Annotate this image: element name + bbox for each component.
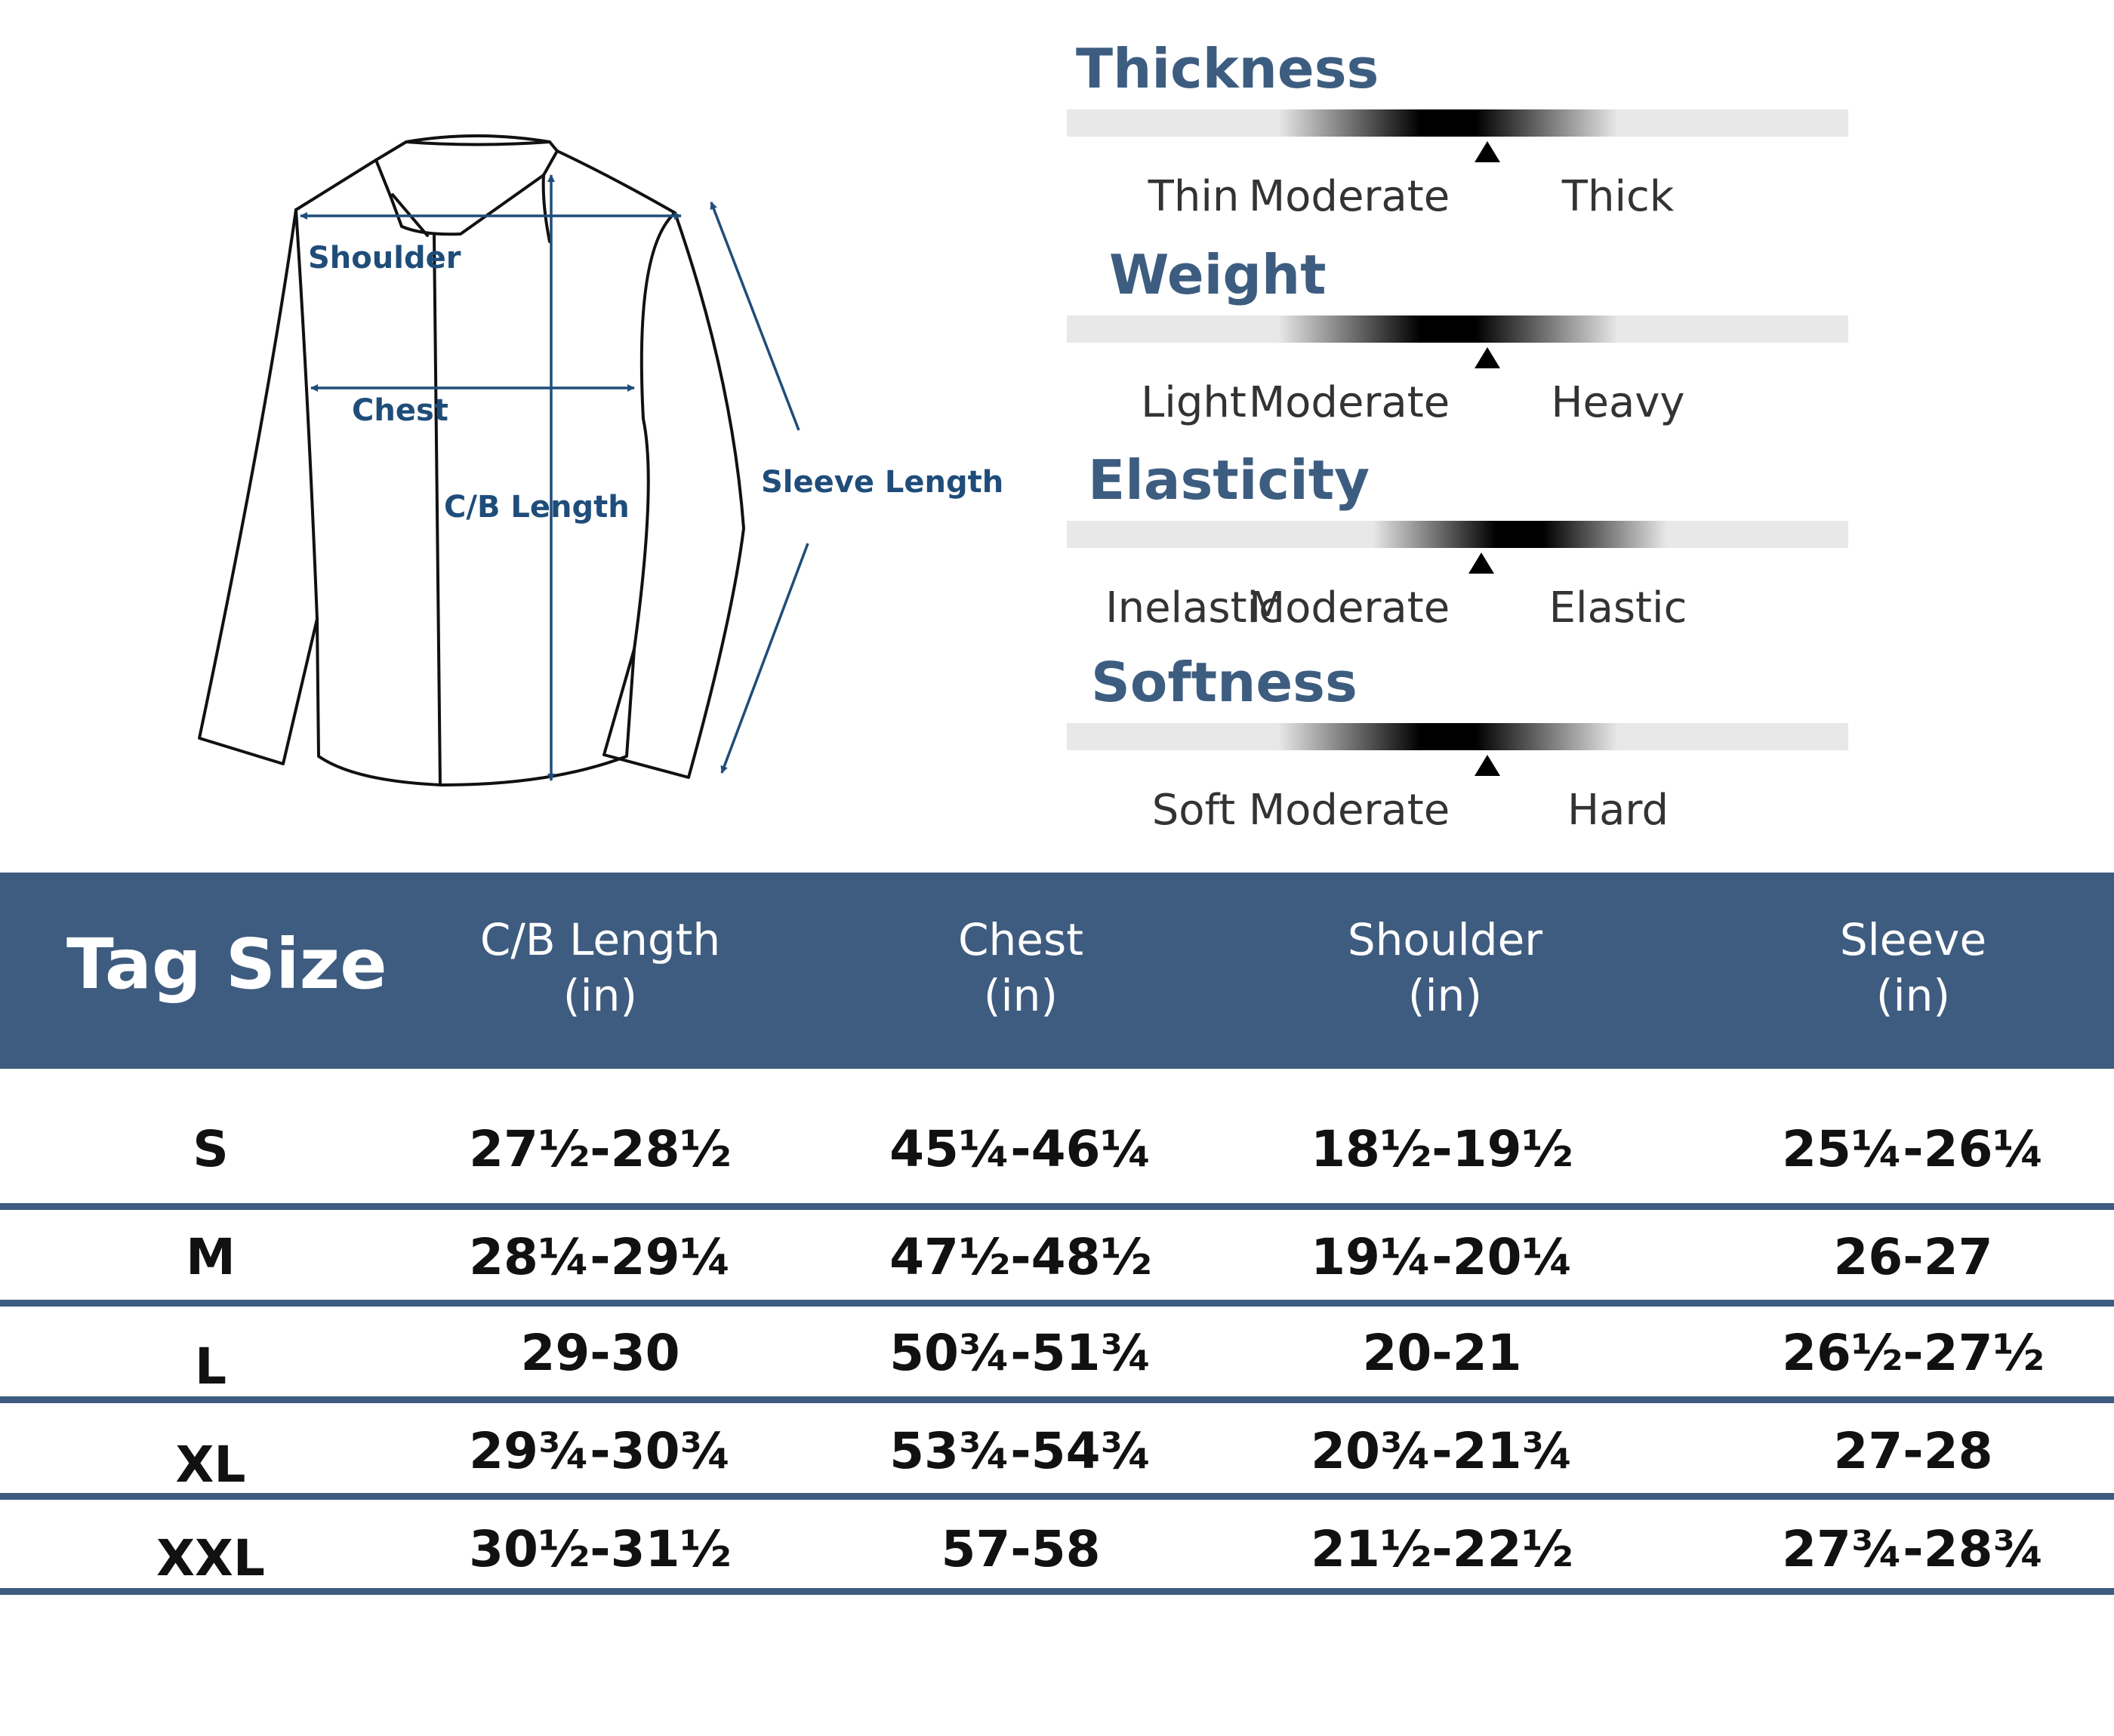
attribute-high-label: Hard: [1567, 786, 1669, 835]
attribute-high-label: Heavy: [1551, 378, 1685, 427]
value-cell: 27½-28½: [469, 1120, 732, 1178]
col-header-chest: Chest (in): [809, 912, 1232, 1023]
value-cell: 53¾-54¾: [889, 1422, 1152, 1480]
col-header-name: C/B Length: [479, 914, 721, 965]
value-cell: 21½-22½: [1311, 1520, 1573, 1578]
measure-lines: [300, 174, 809, 781]
col-header-unit: (in): [1407, 970, 1483, 1021]
jacket-outline: [198, 134, 745, 786]
col-header-shoulder: Shoulder (in): [1234, 912, 1656, 1023]
value-cell: 26-27: [1833, 1228, 1993, 1286]
value-cell: 28¼-29¼: [469, 1228, 732, 1286]
attribute-title: Thickness: [1076, 37, 1379, 100]
attribute-title: Weight: [1109, 243, 1327, 306]
value-cell: 45¼-46¼: [889, 1120, 1152, 1178]
attribute-low-label: Thin: [1148, 172, 1240, 221]
value-cell: 26½-27½: [1782, 1324, 2045, 1382]
col-header-name: Sleeve: [1839, 914, 1987, 965]
attribute-indicator-arrow: [1468, 553, 1494, 574]
value-cell: 57-58: [941, 1520, 1101, 1578]
row-separator: [0, 1300, 2114, 1307]
col-header-unit: (in): [562, 970, 638, 1021]
attribute-low-label: Soft: [1151, 786, 1236, 835]
value-cell: 50¾-51¾: [889, 1324, 1152, 1382]
value-cell: 29-30: [520, 1324, 680, 1382]
value-cell: 18½-19½: [1311, 1120, 1573, 1178]
attribute-mid-label: Moderate: [1248, 378, 1450, 427]
col-header-name: Chest: [958, 914, 1083, 965]
row-separator: [0, 1493, 2114, 1500]
size-cell: M: [186, 1228, 236, 1286]
value-cell: 30½-31½: [469, 1520, 732, 1578]
attribute-mid-label: Moderate: [1248, 172, 1450, 221]
value-cell: 25¼-26¼: [1782, 1120, 2045, 1178]
attribute-indicator-arrow: [1475, 141, 1500, 162]
col-header-name: Shoulder: [1347, 914, 1543, 965]
size-cell: XL: [175, 1436, 246, 1494]
attribute-low-label: Light: [1141, 378, 1247, 427]
attribute-mid-label: Moderate: [1248, 786, 1450, 835]
sleeve-measure-line-upper: [710, 202, 800, 431]
attribute-high-label: Elastic: [1549, 583, 1687, 633]
size-cell: L: [194, 1337, 227, 1396]
value-cell: 20¾-21¾: [1311, 1422, 1573, 1480]
attribute-title: Softness: [1091, 651, 1357, 714]
attribute-mid-label: Moderate: [1248, 583, 1450, 633]
col-header-sleeve: Sleeve (in): [1702, 912, 2114, 1023]
col-header-unit: (in): [1875, 970, 1951, 1021]
chest-label: Chest: [352, 393, 448, 428]
attribute-scale-bar: [1067, 109, 1848, 137]
attribute-low-label: Inelastic: [1105, 583, 1282, 633]
attribute-weight: Weight Light Moderate Heavy: [1067, 248, 1848, 450]
value-cell: 20-21: [1362, 1324, 1522, 1382]
attribute-thickness: Thickness Thin Moderate Thick: [1067, 42, 1848, 244]
row-separator: [0, 1396, 2114, 1403]
size-cell: S: [193, 1120, 229, 1178]
attribute-high-label: Thick: [1561, 172, 1675, 221]
value-cell: 47½-48½: [889, 1228, 1152, 1286]
attribute-softness: Softness Soft Moderate Hard: [1067, 655, 1848, 857]
attribute-scale-bar: [1067, 315, 1848, 343]
attribute-indicator-arrow: [1475, 347, 1500, 368]
sleeve-length-label: Sleeve Length: [761, 465, 1003, 500]
row-separator: [0, 1588, 2114, 1595]
size-table-header: Tag Size C/B Length (in) Chest (in) Shou…: [0, 873, 2114, 1069]
value-cell: 27¾-28¾: [1782, 1520, 2045, 1578]
attribute-title: Elasticity: [1088, 448, 1370, 512]
attribute-elasticity: Elasticity Inelastic Moderate Elastic: [1067, 453, 1848, 655]
value-cell: 29¾-30¾: [469, 1422, 732, 1480]
sleeve-measure-line-lower: [720, 543, 809, 774]
attribute-indicator-arrow: [1475, 755, 1500, 776]
attribute-scale-bar: [1067, 723, 1848, 750]
attribute-scale-bar: [1067, 521, 1848, 548]
value-cell: 27-28: [1833, 1422, 1993, 1480]
shoulder-label: Shoulder: [308, 241, 461, 275]
garment-diagram: Shoulder Chest C/B Length Sleeve Length: [198, 134, 1003, 786]
value-cell: 19¼-20¼: [1311, 1228, 1573, 1286]
tag-size-header: Tag Size: [66, 924, 387, 1005]
col-header-unit: (in): [983, 970, 1059, 1021]
col-header-cb-length: C/B Length (in): [389, 912, 812, 1023]
row-separator: [0, 1203, 2114, 1210]
size-cell: XXL: [156, 1529, 265, 1587]
cb-length-label: C/B Length: [444, 490, 630, 525]
